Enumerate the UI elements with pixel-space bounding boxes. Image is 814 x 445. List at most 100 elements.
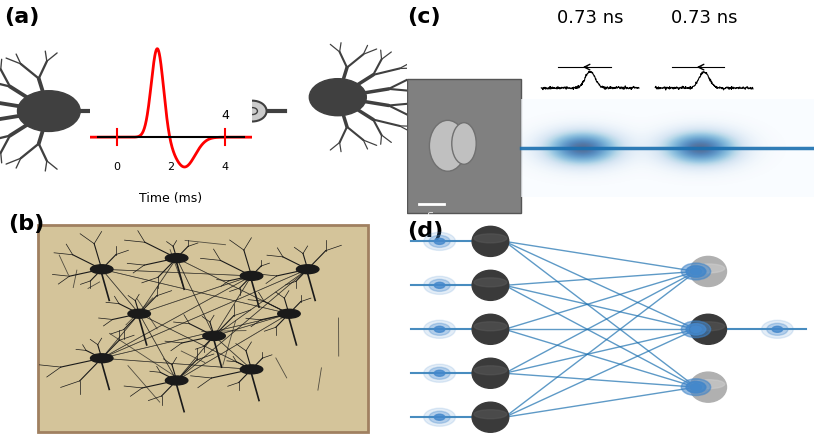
Ellipse shape xyxy=(692,322,724,331)
Ellipse shape xyxy=(203,332,225,340)
Ellipse shape xyxy=(686,324,706,335)
FancyBboxPatch shape xyxy=(407,79,521,213)
Ellipse shape xyxy=(691,384,701,390)
Ellipse shape xyxy=(681,263,711,280)
Text: 4 μm: 4 μm xyxy=(427,210,436,232)
Ellipse shape xyxy=(240,271,263,280)
Ellipse shape xyxy=(761,320,793,338)
Ellipse shape xyxy=(429,235,450,247)
Text: Time (ms): Time (ms) xyxy=(139,192,203,205)
Ellipse shape xyxy=(686,266,706,277)
Ellipse shape xyxy=(90,265,113,274)
Ellipse shape xyxy=(686,382,706,392)
Ellipse shape xyxy=(278,309,300,318)
Ellipse shape xyxy=(474,278,507,287)
Ellipse shape xyxy=(681,379,711,396)
Ellipse shape xyxy=(202,101,230,121)
Ellipse shape xyxy=(686,324,706,335)
Ellipse shape xyxy=(429,323,450,336)
Ellipse shape xyxy=(474,410,507,419)
Ellipse shape xyxy=(423,320,456,338)
Ellipse shape xyxy=(681,321,711,338)
Ellipse shape xyxy=(165,254,188,263)
Ellipse shape xyxy=(681,263,711,280)
Ellipse shape xyxy=(689,314,727,344)
Ellipse shape xyxy=(686,266,706,277)
Ellipse shape xyxy=(691,384,701,390)
Ellipse shape xyxy=(681,379,711,396)
Ellipse shape xyxy=(472,402,509,432)
Ellipse shape xyxy=(681,263,711,280)
Ellipse shape xyxy=(767,323,788,336)
Ellipse shape xyxy=(452,123,476,164)
Ellipse shape xyxy=(686,266,706,277)
Ellipse shape xyxy=(692,264,724,273)
Ellipse shape xyxy=(686,324,706,335)
Ellipse shape xyxy=(435,414,444,420)
Text: (c): (c) xyxy=(407,7,440,27)
Ellipse shape xyxy=(472,227,509,256)
Ellipse shape xyxy=(435,326,444,332)
Ellipse shape xyxy=(430,120,466,171)
Ellipse shape xyxy=(772,326,783,332)
Ellipse shape xyxy=(686,382,706,392)
Ellipse shape xyxy=(160,101,189,121)
Text: 2: 2 xyxy=(168,162,174,172)
Ellipse shape xyxy=(691,269,701,274)
Ellipse shape xyxy=(423,408,456,426)
Ellipse shape xyxy=(681,263,711,280)
Ellipse shape xyxy=(691,384,701,390)
Ellipse shape xyxy=(691,269,701,274)
Text: 0: 0 xyxy=(113,162,120,172)
Ellipse shape xyxy=(681,379,711,396)
Text: (b): (b) xyxy=(8,214,45,234)
Ellipse shape xyxy=(681,263,711,280)
Ellipse shape xyxy=(429,367,450,379)
Text: 0.73 ns: 0.73 ns xyxy=(557,9,624,27)
Ellipse shape xyxy=(296,265,319,274)
Ellipse shape xyxy=(692,380,724,388)
Ellipse shape xyxy=(681,321,711,338)
Ellipse shape xyxy=(423,232,456,251)
Ellipse shape xyxy=(429,279,450,291)
Ellipse shape xyxy=(474,322,507,331)
Ellipse shape xyxy=(435,282,444,288)
Ellipse shape xyxy=(691,327,701,332)
Ellipse shape xyxy=(472,314,509,344)
Ellipse shape xyxy=(691,269,701,274)
Ellipse shape xyxy=(686,382,706,392)
Ellipse shape xyxy=(238,101,266,121)
Ellipse shape xyxy=(686,382,706,392)
Ellipse shape xyxy=(423,276,456,294)
Ellipse shape xyxy=(435,370,444,376)
Ellipse shape xyxy=(691,269,701,274)
Ellipse shape xyxy=(90,354,113,363)
Ellipse shape xyxy=(689,372,727,402)
Ellipse shape xyxy=(681,321,711,338)
FancyBboxPatch shape xyxy=(38,225,368,432)
Ellipse shape xyxy=(686,266,706,277)
Ellipse shape xyxy=(429,411,450,423)
Ellipse shape xyxy=(17,91,80,131)
Ellipse shape xyxy=(691,384,701,390)
Ellipse shape xyxy=(691,269,701,274)
Ellipse shape xyxy=(309,79,366,116)
Text: (d): (d) xyxy=(407,221,444,241)
Ellipse shape xyxy=(689,256,727,287)
Ellipse shape xyxy=(128,309,151,318)
Ellipse shape xyxy=(691,327,701,332)
Ellipse shape xyxy=(691,327,701,332)
Ellipse shape xyxy=(686,266,706,277)
Ellipse shape xyxy=(435,239,444,244)
Ellipse shape xyxy=(474,366,507,375)
Ellipse shape xyxy=(165,376,188,385)
Ellipse shape xyxy=(472,358,509,388)
Ellipse shape xyxy=(686,324,706,335)
Ellipse shape xyxy=(681,321,711,338)
Ellipse shape xyxy=(686,382,706,392)
Text: 4: 4 xyxy=(221,109,230,122)
Ellipse shape xyxy=(691,327,701,332)
Ellipse shape xyxy=(240,365,263,374)
Ellipse shape xyxy=(474,234,507,243)
Ellipse shape xyxy=(472,270,509,300)
